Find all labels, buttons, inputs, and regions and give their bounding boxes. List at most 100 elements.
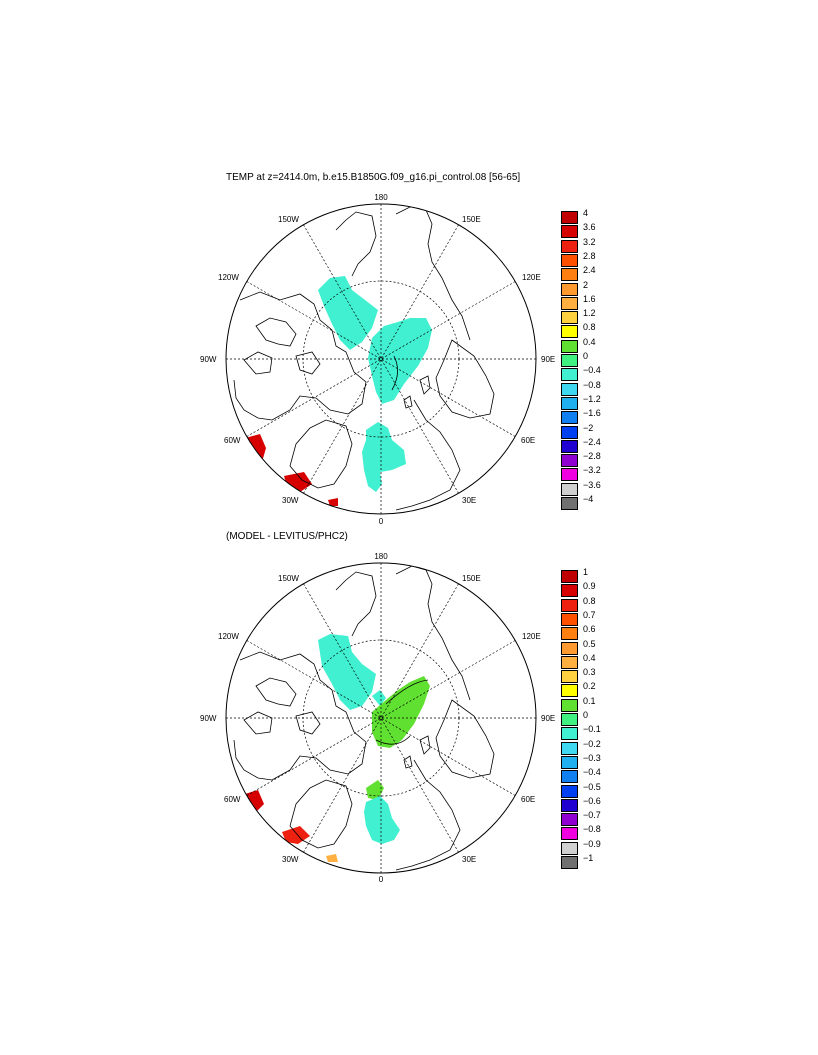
bottom-cbar-label: 0.1: [583, 695, 596, 706]
bottom-cbar-label: −0.4: [583, 767, 601, 778]
top-panel-title: TEMP at z=2414.0m, b.e15.B1850G.f09_g16.…: [226, 172, 521, 183]
top-lon-label-30w: 30W: [282, 496, 299, 505]
bottom-cbar-label: 0: [583, 710, 589, 720]
bottom-anomaly-region-fram-negative: [364, 796, 400, 844]
top-cbar-label: 1.6: [583, 293, 596, 304]
top-cbar-label: 4: [583, 208, 589, 218]
bottom-lon-label-90w: 90W: [200, 714, 217, 723]
top-cbar-label: 0: [583, 351, 589, 361]
bottom-lon-label-30w: 30W: [282, 855, 299, 864]
bottom-anomaly-region-north-atlantic: [282, 826, 310, 844]
bottom-lon-label-90e: 90E: [541, 714, 555, 723]
bottom-cbar-swatch: [561, 584, 578, 598]
top-cbar-swatch: [561, 311, 578, 325]
top-lon-label-60w: 60W: [224, 436, 241, 445]
bottom-cbar-swatch: [561, 741, 578, 755]
bottom-cbar-label: 0.7: [583, 609, 596, 620]
top-cbar-swatch: [561, 468, 578, 482]
top-cbar-swatch: [561, 482, 578, 496]
top-lon-label-0: 0: [379, 517, 384, 526]
bottom-cbar-swatch: [561, 770, 578, 784]
top-cbar-swatch: [561, 425, 578, 439]
bottom-cbar-swatch: [561, 612, 578, 626]
bottom-colorbar: 1 0.9 0.8 0.7 0.6 0.5 0.4 0.3 0.2 0.1 0 …: [561, 567, 621, 870]
top-anomaly-region-canada-basin: [318, 276, 378, 350]
bottom-cbar-label: 0.9: [583, 581, 596, 592]
bottom-zero-contour: [375, 679, 429, 745]
bottom-lon-label-120w: 120W: [218, 632, 239, 641]
bottom-cbar-swatch: [561, 684, 578, 698]
top-map-boundary: [225, 203, 537, 515]
bottom-cbar-swatch: [561, 856, 578, 869]
bottom-map-panel: 180 150E 120E 90E 60E 30E 0 30W 60W 90W …: [0, 540, 818, 920]
bottom-polar-map: 180 150E 120E 90E 60E 30E 0 30W 60W 90W …: [200, 552, 555, 884]
bottom-cbar-label: −1: [583, 853, 594, 863]
top-cbar-swatch: [561, 325, 578, 339]
top-cbar-label: −2.8: [583, 451, 601, 462]
top-cbar-swatch: [561, 268, 578, 282]
bottom-cbar-swatch: [561, 784, 578, 798]
top-cbar-label: −2: [583, 422, 594, 433]
top-cbar-swatch: [561, 339, 578, 353]
bottom-cbar-swatch: [561, 627, 578, 641]
top-cbar-label: −4: [583, 494, 594, 504]
bottom-anomaly-region-labrador: [245, 790, 264, 812]
top-cbar-label: −0.8: [583, 379, 601, 390]
top-cbar-label: −3.2: [583, 465, 601, 476]
bottom-lon-label-150e: 150E: [462, 574, 481, 583]
top-cbar-label: 1.2: [583, 308, 596, 319]
bottom-lon-label-180: 180: [374, 552, 388, 561]
bottom-cbar-label: −0.6: [583, 795, 601, 806]
top-anomaly-region-fram-strait: [362, 422, 406, 492]
top-cbar-swatch: [561, 225, 578, 239]
top-cbar-swatch: [561, 439, 578, 453]
top-cbar-label: 2.8: [583, 250, 596, 261]
bottom-lon-label-60w: 60W: [224, 795, 241, 804]
bottom-cbar-label: −0.8: [583, 824, 601, 835]
bottom-cbar-label: −0.5: [583, 781, 601, 792]
top-colorbar: 4 3.6 3.2 2.8 2.4 2 1.6 1.2 0.8 0.4 0 −0…: [561, 208, 621, 511]
top-cbar-swatch: [561, 382, 578, 396]
bottom-lon-labels: 180 150E 120E 90E 60E 30E 0 30W 60W 90W …: [200, 552, 555, 884]
bottom-cbar-label: −0.7: [583, 810, 601, 821]
top-lon-label-150w: 150W: [278, 215, 299, 224]
bottom-cbar-label: 0.3: [583, 667, 596, 678]
bottom-cbar-label: −0.1: [583, 724, 601, 735]
bottom-cbar-label: 0.4: [583, 652, 596, 663]
bottom-anomaly-region-beaufort-edge: [372, 690, 386, 706]
top-lon-label-90e: 90E: [541, 355, 555, 364]
bottom-cbar-swatch: [561, 755, 578, 769]
top-anomaly-region-lomonosov: [368, 318, 432, 404]
top-cbar-swatch: [561, 411, 578, 425]
bottom-cbar-swatch: [561, 698, 578, 712]
bottom-lon-label-120e: 120E: [522, 632, 541, 641]
bottom-graticule: [226, 563, 536, 873]
bottom-cbar-label: 0.2: [583, 681, 596, 692]
top-cbar-label: 0.4: [583, 336, 596, 347]
top-cbar-swatch: [561, 239, 578, 253]
top-cbar-label: 2: [583, 279, 589, 290]
top-lon-labels: 180 150E 120E 90E 60E 30E 0 30W 60W 90W …: [200, 193, 555, 526]
bottom-cbar-label: −0.9: [583, 838, 601, 849]
bottom-cbar-swatch: [561, 813, 578, 827]
bottom-panel-title: (MODEL - LEVITUS/PHC2): [226, 531, 348, 542]
bottom-cbar-label: 0.8: [583, 595, 596, 606]
bottom-cbar-swatch: [561, 598, 578, 612]
bottom-cbar-swatch: [561, 713, 578, 726]
top-map-panel: 180 150E 120E 90E 60E 30E 0 30W 60W 90W …: [0, 0, 818, 526]
top-cbar-swatch: [561, 296, 578, 310]
top-lon-label-30e: 30E: [462, 496, 476, 505]
top-cbar-swatch: [561, 497, 578, 510]
top-cbar-swatch: [561, 253, 578, 267]
top-cbar-label: 0.8: [583, 322, 596, 333]
bottom-map-boundary: [225, 562, 537, 874]
bottom-lon-label-60e: 60E: [521, 795, 535, 804]
top-cbar-label: −1.6: [583, 408, 601, 419]
bottom-lon-label-150w: 150W: [278, 574, 299, 583]
top-cbar-label: −1.2: [583, 393, 601, 404]
top-polar-map: 180 150E 120E 90E 60E 30E 0 30W 60W 90W …: [200, 193, 555, 526]
top-anomaly-region-iceland-basin: [328, 498, 338, 506]
bottom-cbar-swatch: [561, 670, 578, 684]
top-cbar-label: 3.2: [583, 236, 596, 247]
top-cbar-label: −0.4: [583, 365, 601, 376]
